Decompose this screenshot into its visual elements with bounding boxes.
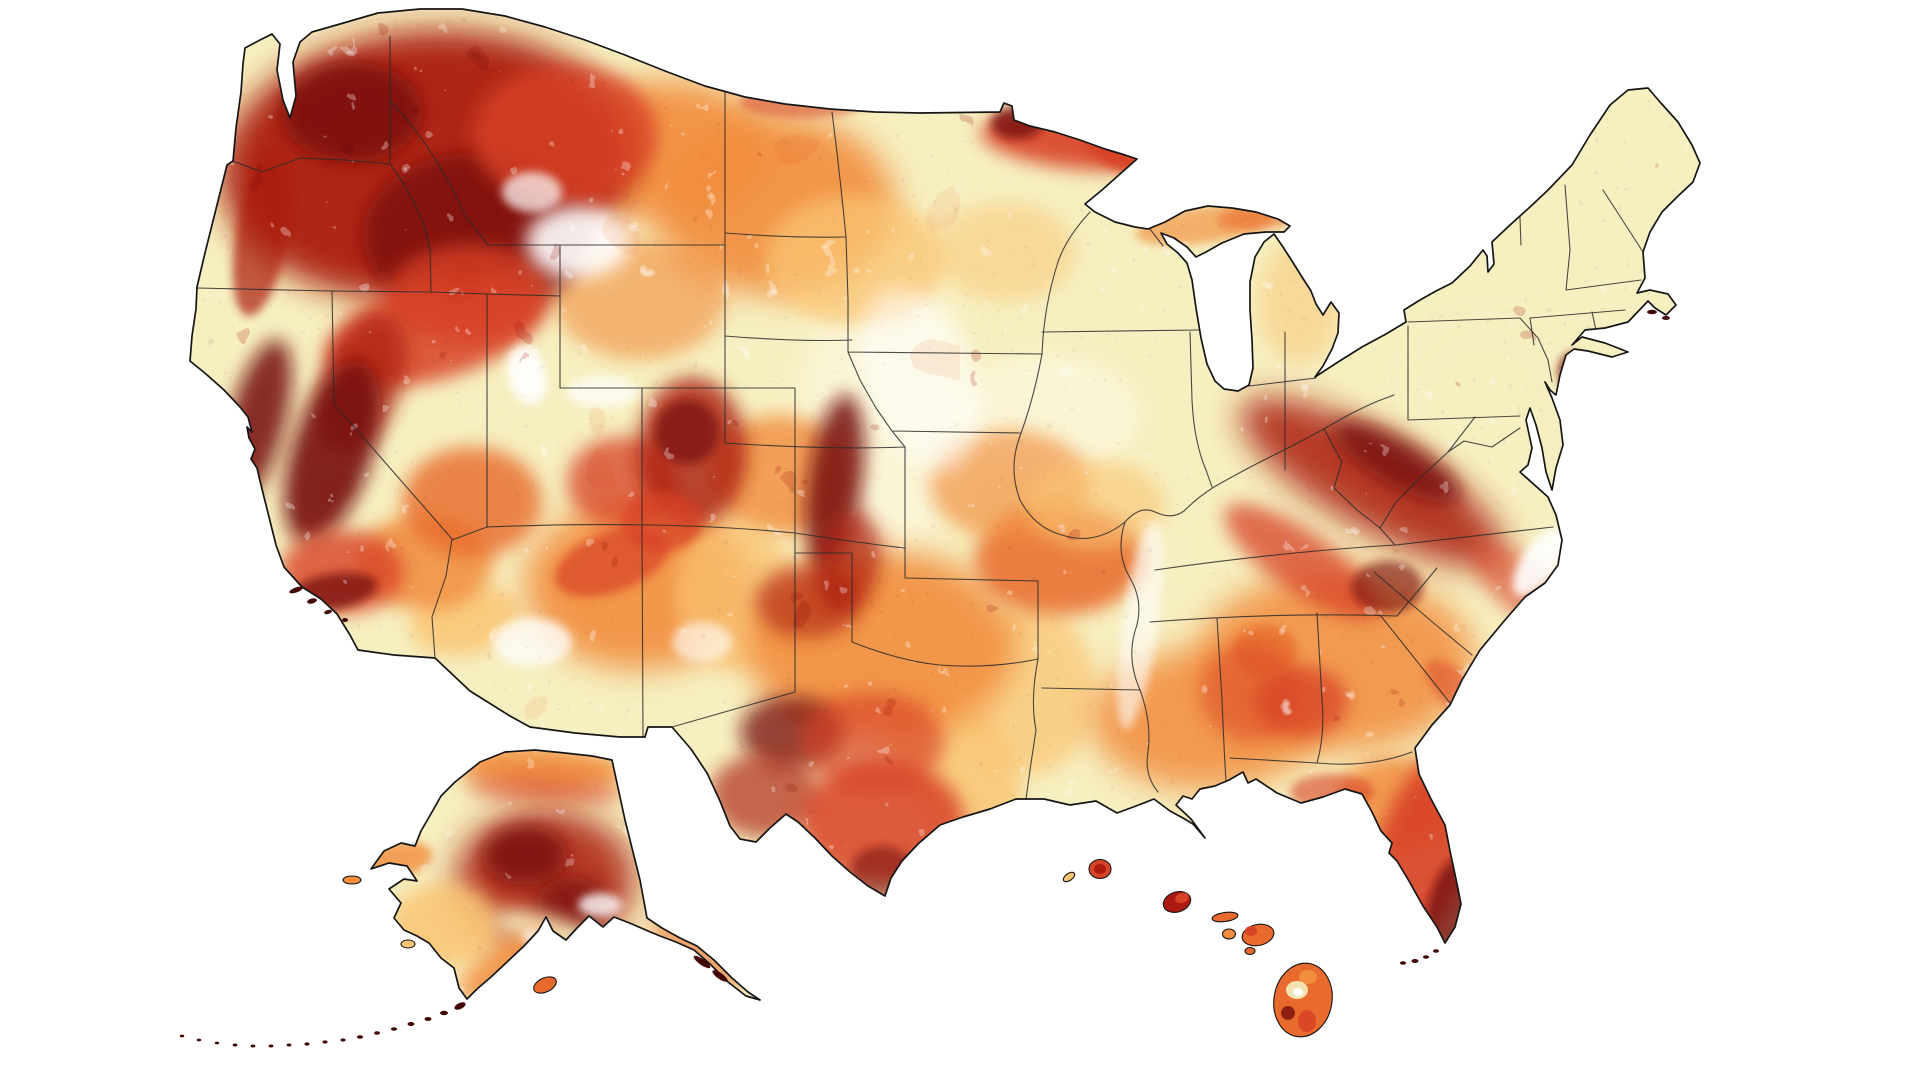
oahu-highlight: [1175, 892, 1189, 904]
nunivak-island: [400, 939, 416, 949]
island-dot: [1400, 961, 1406, 965]
alaska-inset: [179, 749, 761, 1048]
island-dot: [196, 1038, 202, 1042]
state-border-lines-newengland: [1518, 184, 1644, 346]
island-dot: [1423, 955, 1429, 959]
big-island-red-patch: [1298, 1010, 1316, 1032]
island-dot: [304, 1042, 310, 1046]
kahoolawe-island: [1244, 946, 1256, 956]
island-dot: [1647, 309, 1657, 315]
island-dot: [440, 1010, 448, 1016]
island-dot: [179, 1034, 185, 1038]
island-dot: [342, 618, 348, 622]
island-dot: [391, 1027, 397, 1031]
aleutian-islands: [179, 1002, 466, 1048]
island-dot: [214, 1041, 220, 1045]
island-dot: [454, 1002, 466, 1010]
island-dot: [407, 1022, 415, 1026]
island-dot: [268, 1044, 274, 1048]
molokai-island: [1211, 911, 1239, 923]
island-dot: [307, 598, 317, 604]
state-border-lines-midwest: [1041, 228, 1553, 488]
island-dot: [374, 1031, 380, 1035]
state-border-lines-south: [1149, 416, 1554, 782]
island-dot: [250, 1044, 256, 1048]
hawaii-inset: [1062, 858, 1333, 1038]
island-dot: [424, 1017, 432, 1021]
conus-region-fills: [190, 9, 1700, 943]
big-island-maroon-patch: [1281, 1006, 1295, 1020]
state-border-lines-plains: [724, 111, 1141, 800]
panhandle-islet: [693, 955, 711, 969]
island-dot: [1662, 316, 1670, 320]
island-dot: [1433, 949, 1439, 953]
island-dot: [286, 1043, 292, 1047]
kauai-core: [1094, 864, 1106, 874]
florida-keys: [1400, 949, 1439, 965]
maui-west-core: [1245, 926, 1257, 936]
panhandle-islet: [712, 970, 728, 982]
island-dot: [340, 1038, 346, 1042]
maui-island: [1241, 923, 1275, 947]
lanai-island: [1221, 928, 1237, 940]
big-island-orange-patch: [1299, 970, 1317, 984]
island-dot: [322, 1040, 328, 1044]
niihau-island: [1062, 871, 1076, 883]
channel-islands: [289, 586, 348, 622]
big-island-white-core: [1293, 988, 1303, 996]
island-dot: [357, 1035, 363, 1039]
island-dot: [1411, 959, 1419, 963]
island-dot: [289, 586, 303, 594]
island-dot: [324, 609, 332, 615]
state-borders: [196, 35, 1644, 800]
kodiak-island: [533, 976, 557, 994]
st-lawrence-island: [342, 875, 362, 885]
state-border-lines-west: [196, 35, 1039, 738]
island-dot: [232, 1043, 238, 1047]
new-england-islands: [1647, 309, 1670, 320]
